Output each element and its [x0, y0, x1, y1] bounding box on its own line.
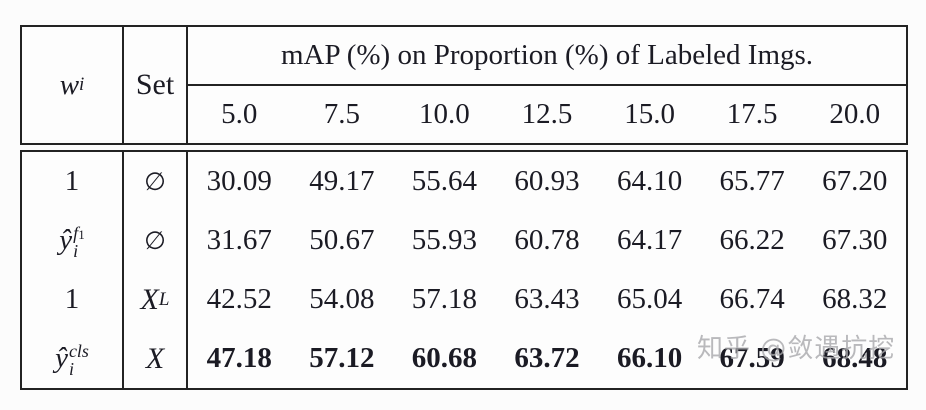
table-row: ŷ f1 i ∅ 31.67 50.67 55.93 60.78 64.17 6… [22, 211, 906, 270]
value-cell: 64.10 [616, 165, 683, 197]
value-cell: 63.72 [514, 342, 580, 374]
empty-set-symbol: ∅ [144, 167, 166, 196]
value-cell: 30.09 [206, 165, 272, 197]
value-cell: 54.08 [309, 283, 375, 315]
value-cell: 55.93 [411, 224, 478, 256]
map-header-group: mAP (%) on Proportion (%) of Labeled Img… [188, 27, 906, 143]
value-cell: 65.77 [719, 165, 785, 197]
value-cell: 60.78 [514, 224, 580, 256]
value-cell: 49.17 [309, 165, 375, 197]
value-cell: 66.10 [616, 342, 683, 374]
table-row-best: ŷ cls i X 47.18 57.12 60.68 63.72 66.10 … [22, 329, 906, 388]
value-cell: 60.93 [514, 165, 580, 197]
table-row: 1 ∅ 30.09 49.17 55.64 60.93 64.10 65.77 … [22, 152, 906, 211]
value-cell: 68.48 [822, 342, 888, 374]
value-cell: 68.32 [822, 283, 888, 315]
value-cell: 57.18 [411, 283, 478, 315]
set-cell: ∅ [124, 152, 188, 211]
weight-cell: 1 [22, 152, 124, 211]
table-body: 1 ∅ 30.09 49.17 55.64 60.93 64.10 65.77 … [20, 150, 908, 390]
weight-cell: ŷ cls i [22, 329, 124, 388]
value-cell: 55.64 [411, 165, 478, 197]
map-span-title: mAP (%) on Proportion (%) of Labeled Img… [188, 27, 906, 86]
value-cell: 64.17 [616, 224, 683, 256]
value-cell: 67.59 [719, 342, 785, 374]
value-cell: 66.74 [719, 283, 785, 315]
value-cell: 63.43 [514, 283, 580, 315]
proportion-label: 15.0 [624, 98, 675, 130]
set-cell: X [124, 329, 188, 388]
full-set-symbol: X [145, 341, 165, 375]
y-hat-symbol: ŷ [55, 342, 68, 374]
value-cell: 67.30 [822, 224, 888, 256]
value-cell: 31.67 [206, 224, 272, 256]
labeled-set-symbol: X [140, 282, 159, 316]
value-cell: 66.22 [719, 224, 785, 256]
proportion-label: 12.5 [521, 98, 573, 130]
proportion-subheader-row: 5.0 7.5 10.0 12.5 15.0 17.5 20.0 [188, 86, 906, 143]
weight-cell: ŷ f1 i [22, 211, 124, 270]
set-cell: ∅ [124, 211, 188, 270]
value-cell: 47.18 [206, 342, 272, 374]
weight-symbol-subscript: i [79, 74, 85, 95]
value-cell: 67.20 [822, 165, 888, 197]
proportion-label: 5.0 [221, 98, 258, 130]
set-column-header: Set [124, 27, 188, 143]
proportion-label: 20.0 [829, 98, 881, 130]
weight-cell: 1 [22, 270, 124, 329]
proportion-label: 7.5 [323, 98, 360, 130]
value-cell: 50.67 [309, 224, 375, 256]
empty-set-symbol: ∅ [144, 226, 166, 255]
value-cell: 57.12 [309, 342, 375, 374]
value-cell: 65.04 [616, 283, 683, 315]
y-hat-symbol: ŷ [59, 224, 73, 256]
value-cell: 42.52 [206, 283, 272, 315]
weight-symbol: w [59, 68, 80, 101]
value-cell: 60.68 [411, 342, 478, 374]
proportion-label: 10.0 [419, 98, 470, 130]
proportion-label: 17.5 [726, 98, 778, 130]
